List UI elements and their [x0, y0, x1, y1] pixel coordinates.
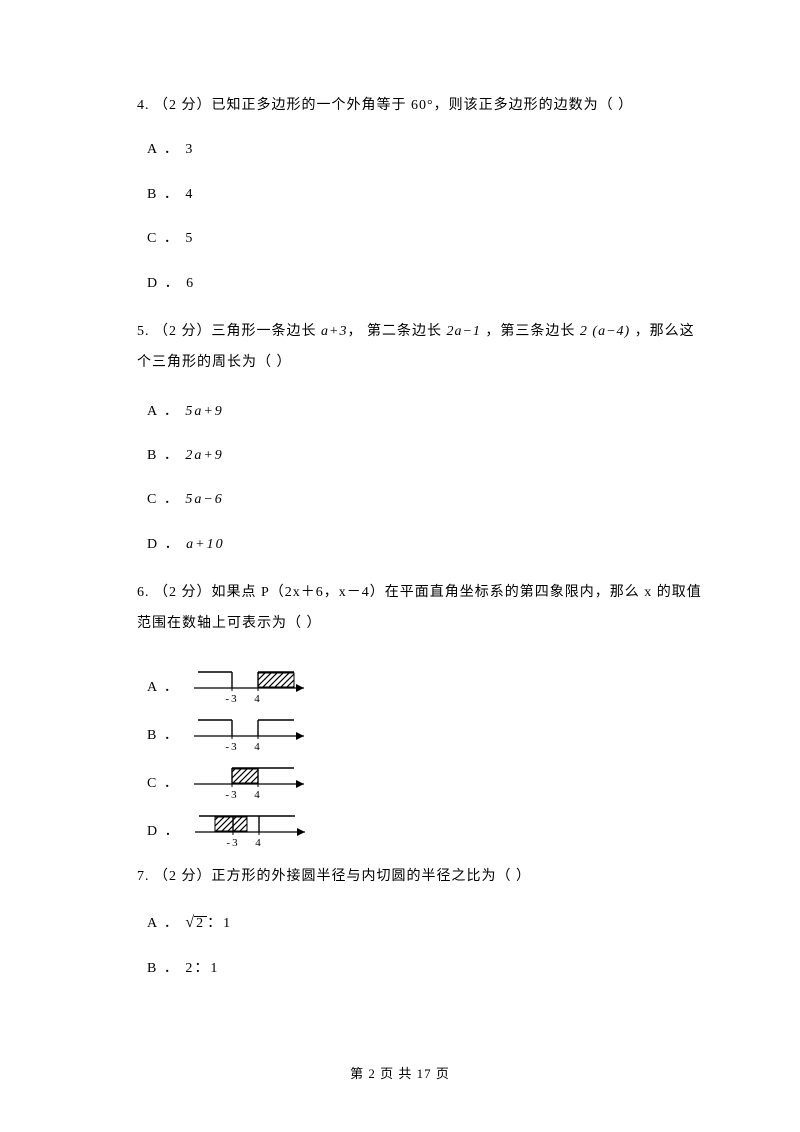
q4-opt-d: D ． 6 [147, 273, 705, 295]
q7-opt-b: B ． 2：1 [147, 958, 705, 980]
svg-text:4: 4 [254, 789, 262, 800]
q7-opt-a: A ． √2：1 [147, 910, 705, 936]
q5-e3: 2 (a−4) [580, 324, 630, 339]
q5-opt-d-expr: a+10 [186, 537, 224, 552]
q4-opt-a: A ． 3 [147, 139, 705, 161]
q6-opt-c: C ． -3 4 [147, 758, 705, 800]
q5-opt-b: B ． 2a+9 [147, 445, 705, 467]
q6-stem: 6. （2 分）如果点 P（2x＋6，x－4）在平面直角坐标系的第四象限内，那么… [137, 578, 705, 640]
q6-opt-a-label: A ． [147, 677, 180, 703]
svg-text:-3: -3 [225, 741, 238, 752]
q5-opt-b-label: B ． [147, 448, 185, 463]
q5-opt-c: C ． 5a−6 [147, 489, 705, 511]
q5-pre: 5. （2 分）三角形一条边长 [137, 324, 321, 339]
q4-opt-c: C ． 5 [147, 228, 705, 250]
q6-opt-d: D ． -3 4 [147, 806, 705, 848]
q5-opt-b-expr: 2a+9 [185, 448, 223, 463]
q6-diagram-c: -3 4 [186, 758, 316, 800]
q4-opt-b: B ． 4 [147, 184, 705, 206]
q5-stem: 5. （2 分）三角形一条边长 a+3， 第二条边长 2a−1 ，第三条边长 2… [137, 317, 705, 379]
q6-opt-b-label: B ． [147, 725, 180, 751]
q5-opt-a-label: A ． [147, 404, 185, 419]
q7-opt-a-post: ：1 [207, 916, 232, 931]
q5-e2: 2a−1 [446, 324, 480, 339]
q5-mid1: ， 第二条边长 [347, 324, 446, 339]
q6-diagram-b: -3 4 [186, 710, 316, 752]
q6-opt-d-label: D ． [147, 821, 181, 847]
q6-opt-b: B ． -3 4 [147, 710, 705, 752]
q7-opt-a-radicand: 2 [194, 916, 207, 931]
page-footer: 第 2 页 共 17 页 [0, 1063, 800, 1082]
q5-opt-d-label: D ． [147, 537, 186, 552]
q6-diagram-d: -3 4 [187, 806, 317, 848]
q6-opt-a: A ． -3 4 [147, 662, 705, 704]
svg-text:4: 4 [254, 693, 262, 704]
q5-opt-c-expr: 5a−6 [185, 492, 223, 507]
svg-text:-3: -3 [226, 837, 239, 848]
q5-opt-a: A ． 5a+9 [147, 401, 705, 423]
q5-opt-a-expr: 5a+9 [185, 404, 223, 419]
svg-text:-3: -3 [225, 789, 238, 800]
q5-mid2: ，第三条边长 [481, 324, 580, 339]
q4-stem: 4. （2 分）已知正多边形的一个外角等于 60°，则该正多边形的边数为（ ） [137, 95, 705, 117]
svg-text:-3: -3 [225, 693, 238, 704]
q7-stem: 7. （2 分）正方形的外接圆半径与内切圆的半径之比为（ ） [137, 866, 705, 888]
svg-text:4: 4 [255, 837, 263, 848]
q5-opt-d: D ． a+10 [147, 534, 705, 556]
q7-sqrt-icon: √2 [185, 910, 207, 936]
svg-text:4: 4 [254, 741, 262, 752]
q5-opt-c-label: C ． [147, 492, 185, 507]
q6-opt-c-label: C ． [147, 773, 180, 799]
q5-e1: a+3 [321, 324, 347, 339]
q7-opt-a-label: A ． [147, 916, 185, 931]
q6-diagram-a: -3 4 [186, 662, 316, 704]
